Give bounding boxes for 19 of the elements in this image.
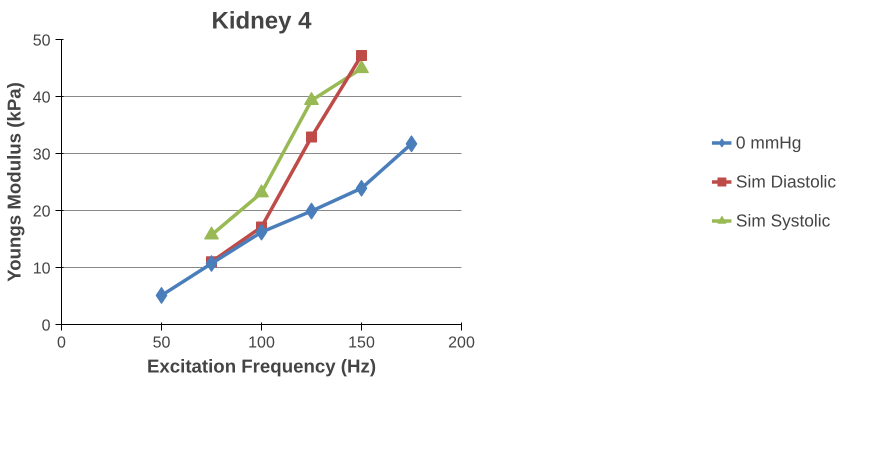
y-tick-label: 50 xyxy=(32,32,51,50)
y-tick-label: 0 xyxy=(42,318,51,334)
y-tick-label: 10 xyxy=(32,260,51,278)
point xyxy=(306,131,317,142)
x-axis-title: Excitation Frequency (Hz) xyxy=(146,356,376,376)
x-tick-label: 100 xyxy=(248,334,275,352)
y-tick-label: 20 xyxy=(32,204,51,220)
x-tick-label: 50 xyxy=(152,334,170,352)
legend-label: 0 mmHg xyxy=(736,132,802,153)
chart-title: Kidney 4 xyxy=(211,8,312,34)
x-tick-label: 0 xyxy=(57,334,66,352)
y-tick-label: 30 xyxy=(32,146,51,164)
point xyxy=(356,50,367,61)
legend-label: Sim Diastolic xyxy=(736,171,836,192)
x-tick-label: 150 xyxy=(348,334,375,352)
legend-label: Sim Systolic xyxy=(736,210,830,231)
y-tick-label: 40 xyxy=(32,90,51,106)
y-axis-title: Youngs Modulus (kPa) xyxy=(4,82,25,282)
x-tick-label: 200 xyxy=(448,334,475,352)
